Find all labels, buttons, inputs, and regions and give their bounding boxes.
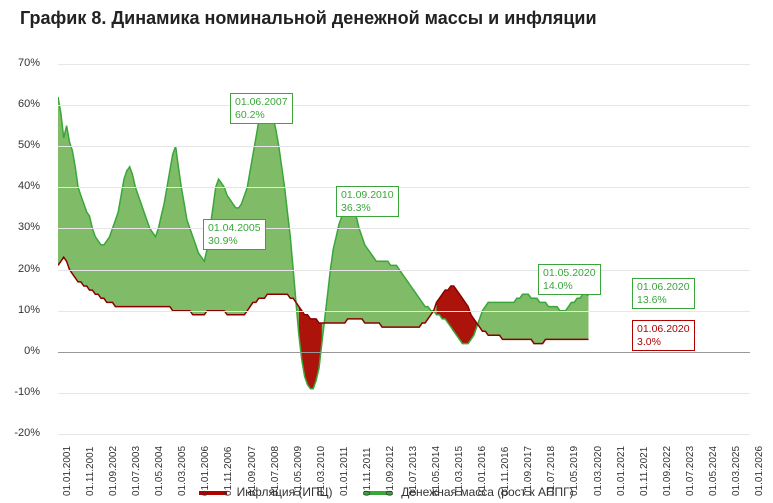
x-axis-label: 01.03.2025: [731, 446, 742, 496]
x-axis-label: 01.09.2022: [662, 446, 673, 496]
gridline: [58, 105, 750, 106]
x-axis-label: 01.09.2012: [385, 446, 396, 496]
annotation-green: 01.04.200530.9%: [203, 219, 266, 250]
x-axis-label: 01.07.2018: [546, 446, 557, 496]
x-axis-label: 01.11.2011: [362, 447, 373, 496]
x-axis-label: 01.05.2004: [154, 446, 165, 496]
x-axis-label: 01.11.2001: [85, 447, 96, 496]
x-axis-label: 01.07.2003: [131, 446, 142, 496]
y-axis-label: 50%: [0, 139, 40, 151]
x-axis-label: 01.09.2007: [247, 446, 258, 496]
gridline: [58, 228, 750, 229]
y-axis-label: 10%: [0, 304, 40, 316]
y-axis-label: 70%: [0, 57, 40, 69]
x-axis-label: 01.11.2006: [223, 447, 234, 496]
x-axis-label: 01.03.2005: [177, 446, 188, 496]
x-axis-label: 01.05.2024: [708, 446, 719, 496]
y-axis-label: -20%: [0, 427, 40, 439]
gridline: [58, 311, 750, 312]
x-axis-label: 01.01.2021: [616, 446, 627, 496]
money-area: [58, 97, 589, 389]
y-axis-label: 30%: [0, 221, 40, 233]
gridline: [58, 187, 750, 188]
x-axis-label: 01.05.2014: [431, 446, 442, 496]
x-axis-label: 01.11.2021: [639, 447, 650, 496]
x-axis-label: 01.03.2020: [593, 446, 604, 496]
annotation-green: 01.05.202014.0%: [538, 264, 601, 295]
gridline: [58, 352, 750, 353]
x-axis-label: 01.01.2016: [477, 446, 488, 496]
gridline: [58, 434, 750, 435]
y-axis-label: 0%: [0, 345, 40, 357]
legend-item-inflation: Инфляция (ИПЦ): [199, 485, 332, 499]
x-axis-label: 01.01.2006: [200, 446, 211, 496]
y-axis-label: 60%: [0, 98, 40, 110]
x-axis-label: 01.03.2010: [316, 446, 327, 496]
x-axis-label: 01.09.2002: [108, 446, 119, 496]
x-axis-label: 01.07.2013: [408, 446, 419, 496]
y-axis-label: -10%: [0, 386, 40, 398]
x-axis-label: 01.01.2011: [339, 447, 350, 496]
x-axis-label: 01.05.2009: [293, 446, 304, 496]
chart-plot-area: [58, 64, 750, 434]
gridline: [58, 146, 750, 147]
gridline: [58, 393, 750, 394]
y-axis-label: 40%: [0, 180, 40, 192]
x-axis-label: 01.07.2023: [685, 446, 696, 496]
x-axis-label: 01.11.2016: [500, 447, 511, 496]
x-axis-label: 01.05.2019: [569, 446, 580, 496]
x-axis-label: 01.09.2017: [523, 446, 534, 496]
x-axis-label: 01.01.2001: [62, 446, 73, 496]
x-axis-label: 01.01.2026: [754, 446, 765, 496]
chart-title: График 8. Динамика номинальной денежной …: [0, 0, 773, 34]
annotation-green: 01.06.202013.6%: [632, 278, 695, 309]
y-axis-label: 20%: [0, 263, 40, 275]
gridline: [58, 64, 750, 65]
chart-svg: [58, 64, 750, 434]
annotation-green: 01.06.200760.2%: [230, 93, 293, 124]
x-axis-label: 01.03.2015: [454, 446, 465, 496]
annotation-red: 01.06.20203.0%: [632, 320, 695, 351]
gridline: [58, 270, 750, 271]
annotation-green: 01.09.201036.3%: [336, 186, 399, 217]
x-axis-label: 01.07.2008: [270, 446, 281, 496]
